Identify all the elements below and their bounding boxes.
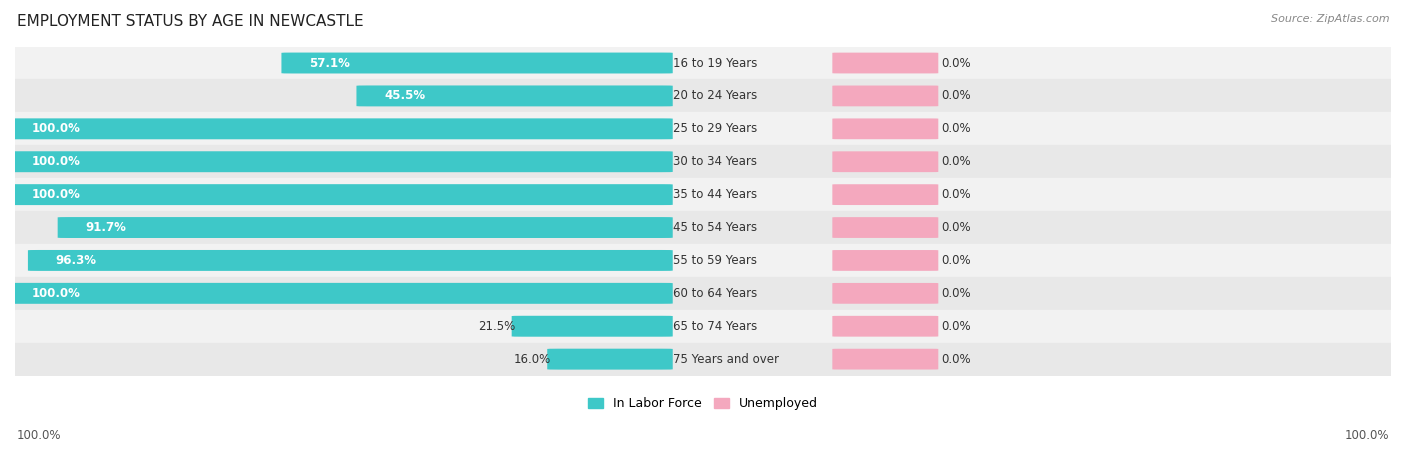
Text: 100.0%: 100.0% <box>1344 429 1389 442</box>
Bar <box>15 112 1391 145</box>
Text: 45 to 54 Years: 45 to 54 Years <box>672 221 756 234</box>
Text: 16.0%: 16.0% <box>515 353 551 366</box>
FancyBboxPatch shape <box>28 250 672 271</box>
Text: 21.5%: 21.5% <box>478 320 516 333</box>
Text: 91.7%: 91.7% <box>86 221 127 234</box>
Text: 0.0%: 0.0% <box>941 155 970 168</box>
Text: 16 to 19 Years: 16 to 19 Years <box>672 56 756 69</box>
Text: EMPLOYMENT STATUS BY AGE IN NEWCASTLE: EMPLOYMENT STATUS BY AGE IN NEWCASTLE <box>17 14 364 28</box>
Legend: In Labor Force, Unemployed: In Labor Force, Unemployed <box>583 392 823 415</box>
FancyBboxPatch shape <box>832 250 938 271</box>
Text: 100.0%: 100.0% <box>31 287 80 300</box>
Bar <box>15 145 1391 178</box>
FancyBboxPatch shape <box>4 118 672 139</box>
Bar <box>15 277 1391 310</box>
Text: 0.0%: 0.0% <box>941 287 970 300</box>
FancyBboxPatch shape <box>357 85 672 106</box>
Text: 96.3%: 96.3% <box>55 254 97 267</box>
Text: 0.0%: 0.0% <box>941 122 970 135</box>
Text: 60 to 64 Years: 60 to 64 Years <box>672 287 756 300</box>
FancyBboxPatch shape <box>832 86 938 106</box>
FancyBboxPatch shape <box>281 53 672 74</box>
Text: 0.0%: 0.0% <box>941 254 970 267</box>
Bar <box>15 343 1391 376</box>
FancyBboxPatch shape <box>4 184 672 205</box>
FancyBboxPatch shape <box>58 217 672 238</box>
Text: Source: ZipAtlas.com: Source: ZipAtlas.com <box>1271 14 1389 23</box>
Bar <box>15 244 1391 277</box>
Text: 35 to 44 Years: 35 to 44 Years <box>672 188 756 201</box>
FancyBboxPatch shape <box>547 349 672 370</box>
FancyBboxPatch shape <box>4 283 672 304</box>
FancyBboxPatch shape <box>832 217 938 238</box>
Bar <box>15 211 1391 244</box>
Text: 30 to 34 Years: 30 to 34 Years <box>672 155 756 168</box>
FancyBboxPatch shape <box>4 151 672 172</box>
Text: 100.0%: 100.0% <box>17 429 62 442</box>
Text: 57.1%: 57.1% <box>309 56 350 69</box>
Bar <box>15 310 1391 343</box>
Text: 45.5%: 45.5% <box>384 89 425 102</box>
Text: 20 to 24 Years: 20 to 24 Years <box>672 89 756 102</box>
Text: 0.0%: 0.0% <box>941 221 970 234</box>
FancyBboxPatch shape <box>832 184 938 205</box>
Text: 0.0%: 0.0% <box>941 320 970 333</box>
Bar <box>15 178 1391 211</box>
Text: 0.0%: 0.0% <box>941 56 970 69</box>
Text: 75 Years and over: 75 Years and over <box>672 353 779 366</box>
Text: 55 to 59 Years: 55 to 59 Years <box>672 254 756 267</box>
FancyBboxPatch shape <box>832 316 938 336</box>
Bar <box>15 79 1391 112</box>
FancyBboxPatch shape <box>832 53 938 74</box>
Text: 100.0%: 100.0% <box>31 188 80 201</box>
Text: 0.0%: 0.0% <box>941 188 970 201</box>
FancyBboxPatch shape <box>832 152 938 172</box>
Text: 65 to 74 Years: 65 to 74 Years <box>672 320 756 333</box>
Text: 100.0%: 100.0% <box>31 155 80 168</box>
Text: 100.0%: 100.0% <box>31 122 80 135</box>
Text: 25 to 29 Years: 25 to 29 Years <box>672 122 756 135</box>
Text: 0.0%: 0.0% <box>941 353 970 366</box>
FancyBboxPatch shape <box>512 316 672 337</box>
Bar <box>15 46 1391 79</box>
FancyBboxPatch shape <box>832 119 938 139</box>
FancyBboxPatch shape <box>832 349 938 369</box>
Text: 0.0%: 0.0% <box>941 89 970 102</box>
FancyBboxPatch shape <box>832 283 938 304</box>
